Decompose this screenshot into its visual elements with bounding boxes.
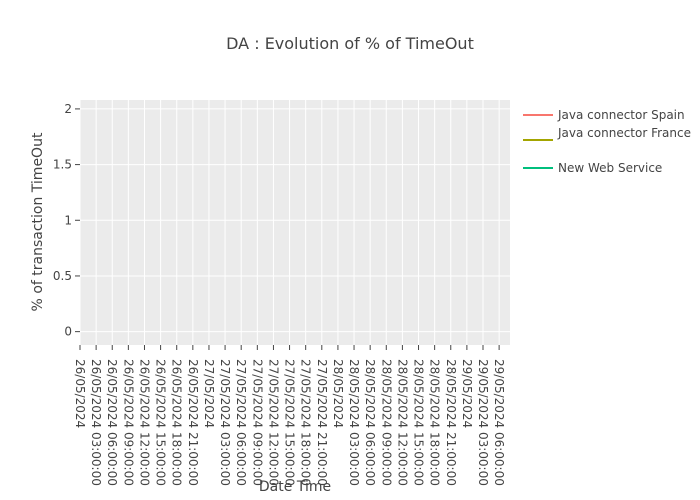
x-tick-label: 27/05/2024 06:00:00	[234, 359, 248, 486]
legend[interactable]: Java connector Spain Java connector Franc…	[523, 108, 691, 175]
x-tick-label: 28/05/2024 06:00:00	[363, 359, 377, 486]
x-tick-label: 27/05/2024 12:00:00	[266, 359, 280, 486]
x-axis-ticks: 26/05/2024 26/05/2024 03:00:00 26/05/2024 …	[73, 345, 506, 486]
plot-area	[80, 100, 510, 345]
y-axis-title: % of transaction TimeOut	[30, 132, 46, 311]
x-axis-title: Date Time	[259, 479, 331, 495]
x-tick-label: 29/05/2024 06:00:00	[492, 359, 506, 486]
legend-label: New Web Service	[558, 161, 662, 175]
x-tick-label: 28/05/2024 03:00:00	[347, 359, 361, 486]
x-tick-label: 28/05/2024 15:00:00	[412, 359, 426, 486]
x-tick-label: 29/05/2024 03:00:00	[476, 359, 490, 486]
x-tick-label: 27/05/2024 21:00:00	[315, 359, 329, 486]
legend-item[interactable]: Java connector France	[523, 126, 691, 141]
grid-lines	[79, 100, 510, 345]
x-tick-label: 26/05/2024 09:00:00	[121, 359, 135, 486]
y-tick-label: 0	[64, 325, 72, 339]
x-tick-label: 28/05/2024 09:00:00	[379, 359, 393, 486]
x-tick-label: 28/05/2024 21:00:00	[444, 359, 458, 486]
x-tick-label: 28/05/2024	[331, 359, 345, 428]
legend-item[interactable]: New Web Service	[523, 161, 662, 175]
y-tick-label: 0.5	[53, 269, 72, 283]
x-tick-label: 26/05/2024	[73, 359, 87, 428]
x-tick-label: 28/05/2024 18:00:00	[428, 359, 442, 486]
x-tick-label: 28/05/2024 12:00:00	[395, 359, 409, 486]
x-tick-label: 27/05/2024 18:00:00	[299, 359, 313, 486]
x-tick-label: 26/05/2024 15:00:00	[154, 359, 168, 486]
x-tick-label: 26/05/2024 21:00:00	[186, 359, 200, 486]
y-tick-label: 2	[64, 102, 72, 116]
x-tick-label: 26/05/2024 06:00:00	[105, 359, 119, 486]
chart-title: DA : Evolution of % of TimeOut	[226, 34, 474, 53]
x-tick-label: 27/05/2024	[202, 359, 216, 428]
x-tick-label: 27/05/2024 03:00:00	[218, 359, 232, 486]
y-tick-label: 1	[64, 213, 72, 227]
x-tick-label: 26/05/2024 12:00:00	[137, 359, 151, 486]
x-tick-label: 26/05/2024 03:00:00	[89, 359, 103, 486]
legend-label: Java connector Spain	[557, 108, 685, 122]
x-tick-label: 27/05/2024 09:00:00	[250, 359, 264, 486]
y-tick-label: 1.5	[53, 158, 72, 172]
legend-label: Java connector France	[557, 126, 691, 140]
x-tick-label: 29/05/2024	[460, 359, 474, 428]
x-tick-label: 27/05/2024 15:00:00	[283, 359, 297, 486]
y-axis-ticks: 0 0.5 1 1.5 2	[53, 102, 80, 339]
legend-item[interactable]: Java connector Spain	[523, 108, 685, 122]
x-tick-label: 26/05/2024 18:00:00	[170, 359, 184, 486]
